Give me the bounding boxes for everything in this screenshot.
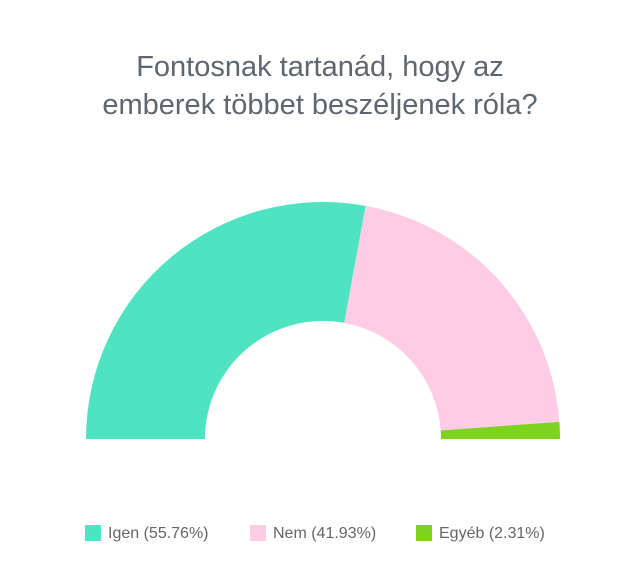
legend-swatch — [85, 525, 101, 541]
slice — [440, 421, 560, 439]
legend-label: Igen (55.76%) — [108, 525, 209, 542]
slice — [344, 205, 560, 431]
legend-swatch — [416, 525, 432, 541]
legend-swatch — [250, 525, 266, 541]
chart-title: Fontosnak tartanád, hogy az emberek több… — [102, 51, 538, 121]
legend-label: Egyéb (2.31%) — [439, 525, 545, 542]
legend-label: Nem (41.93%) — [273, 525, 376, 542]
slice — [86, 201, 366, 439]
